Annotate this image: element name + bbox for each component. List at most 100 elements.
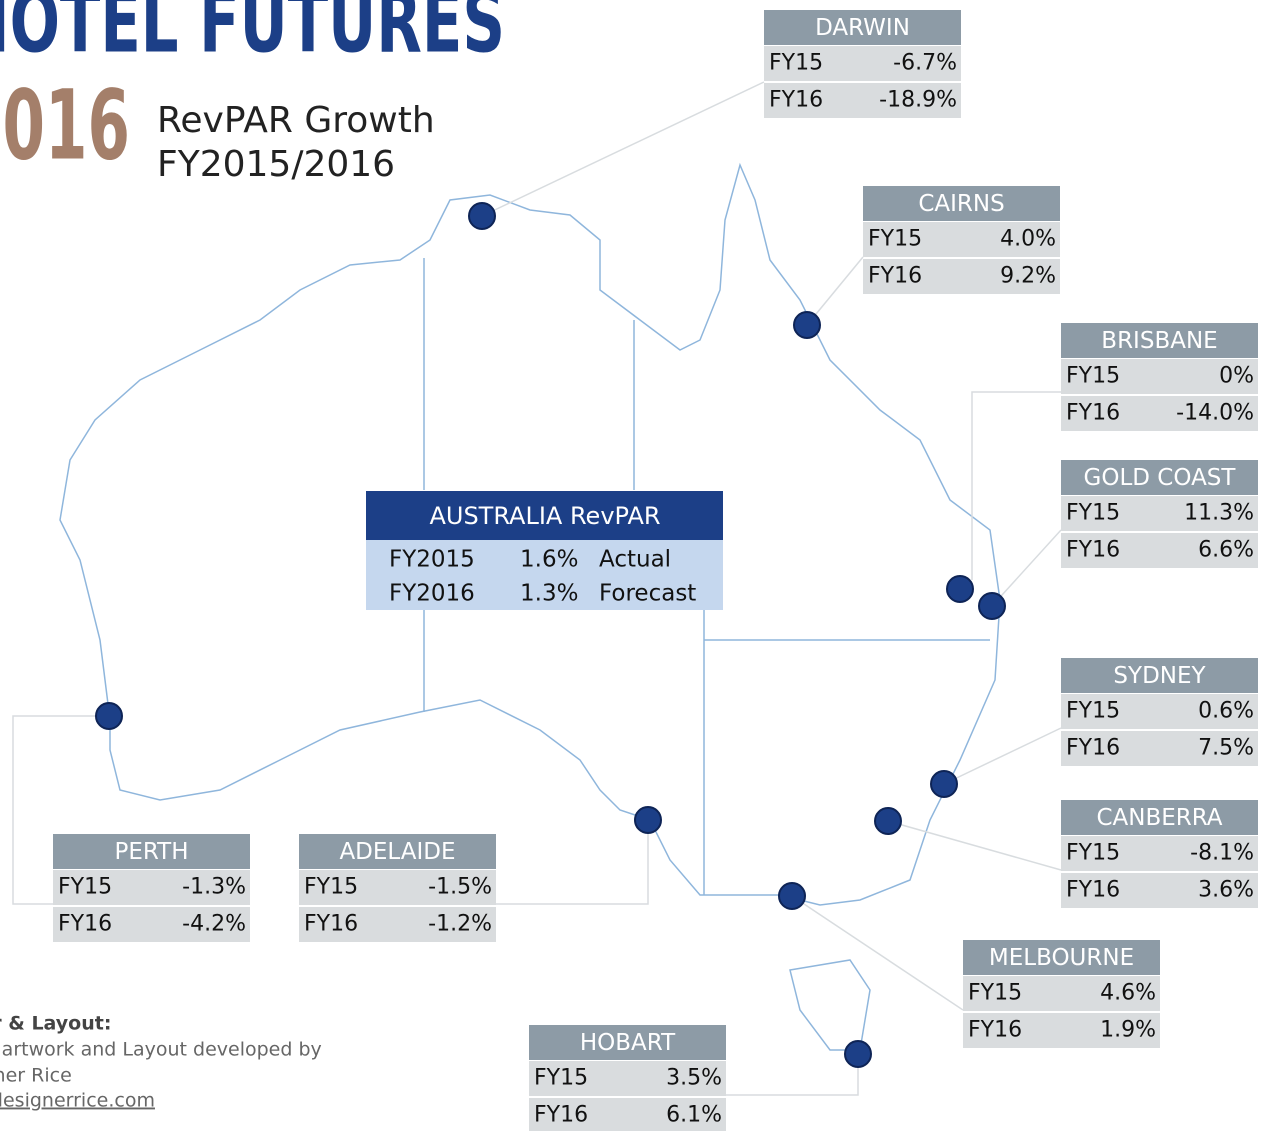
row-value: 6.1% <box>666 1103 722 1128</box>
national-cell: Actual <box>599 547 671 573</box>
national-cell: Forecast <box>599 581 696 607</box>
row-label: FY15 <box>58 875 112 900</box>
city-dot <box>946 575 974 603</box>
city-name: HOBART <box>580 1030 676 1056</box>
tasmania-outline <box>789 959 871 1051</box>
city-dot <box>930 770 958 798</box>
row-value: -1.5% <box>428 875 492 900</box>
row-value: 7.5% <box>1198 736 1254 761</box>
leader-line <box>725 1054 859 1096</box>
city-row <box>299 907 496 942</box>
row-label: FY16 <box>769 88 823 113</box>
city-row <box>529 1098 726 1133</box>
row-label: FY15 <box>968 981 1022 1006</box>
city-name: BRISBANE <box>1101 328 1217 354</box>
national-title: AUSTRALIA RevPAR <box>429 502 660 530</box>
city-row <box>53 907 250 942</box>
city-name: SYDNEY <box>1113 663 1206 689</box>
row-label: FY16 <box>868 264 922 289</box>
credits-heading: Cover & Layout: <box>0 1013 111 1035</box>
national-cell: 1.6% <box>520 547 578 573</box>
city-row <box>1061 731 1258 766</box>
city-dot <box>874 807 902 835</box>
city-row <box>863 222 1060 257</box>
city-row <box>764 83 961 118</box>
city-header <box>299 834 496 869</box>
city-row <box>963 1013 1160 1048</box>
city-row <box>1061 836 1258 871</box>
row-label: FY15 <box>769 51 823 76</box>
city-header <box>1061 323 1258 358</box>
city-name: PERTH <box>114 839 188 865</box>
row-label: FY16 <box>1066 401 1120 426</box>
leader-line <box>806 256 864 326</box>
city-header <box>1061 658 1258 693</box>
row-label: FY16 <box>1066 736 1120 761</box>
row-label: FY16 <box>968 1018 1022 1043</box>
row-label: FY16 <box>534 1103 588 1128</box>
leader-line <box>887 820 1062 871</box>
row-label: FY15 <box>1066 501 1120 526</box>
row-label: FY15 <box>304 875 358 900</box>
city-name: ADELAIDE <box>339 839 455 865</box>
row-value: 0.6% <box>1198 699 1254 724</box>
period: FY2015/2016 <box>157 144 395 185</box>
city-name: GOLD COAST <box>1084 465 1237 491</box>
city-row <box>1061 694 1258 729</box>
row-value: -8.1% <box>1190 841 1254 866</box>
leader-line <box>991 529 1062 607</box>
city-row <box>1061 496 1258 531</box>
row-label: FY16 <box>1066 878 1120 903</box>
city-dot <box>634 806 662 834</box>
city-header <box>1061 800 1258 835</box>
city-row <box>529 1061 726 1096</box>
mainland-outline <box>59 162 1001 906</box>
subtitle: RevPAR Growth <box>157 100 435 141</box>
row-label: FY15 <box>1066 841 1120 866</box>
row-value: 9.2% <box>1000 264 1056 289</box>
city-dot <box>978 592 1006 620</box>
credits-line: Cover artwork and Layout developed by <box>0 1039 322 1061</box>
title: HOTEL FUTURES <box>0 0 505 72</box>
leader-line <box>971 391 1061 580</box>
national-body <box>366 540 723 610</box>
city-dot <box>778 882 806 910</box>
row-value: 3.5% <box>666 1066 722 1091</box>
city-name: CANBERRA <box>1096 805 1222 831</box>
row-label: FY16 <box>304 912 358 937</box>
city-row <box>299 870 496 905</box>
row-label: FY16 <box>1066 538 1120 563</box>
row-value: 1.9% <box>1100 1018 1156 1043</box>
leader-line <box>12 715 109 905</box>
city-dot <box>844 1040 872 1068</box>
leader-line <box>791 895 964 1011</box>
national-cell: FY2016 <box>389 581 475 607</box>
city-row <box>1061 873 1258 908</box>
leader-line <box>481 81 765 217</box>
row-value: 3.6% <box>1198 878 1254 903</box>
row-value: 11.3% <box>1184 501 1254 526</box>
row-value: 6.6% <box>1198 538 1254 563</box>
national-cell: 1.3% <box>520 581 578 607</box>
city-header <box>53 834 250 869</box>
city-row <box>1061 533 1258 568</box>
national-header <box>366 491 723 540</box>
row-label: FY16 <box>58 912 112 937</box>
city-header <box>963 940 1160 975</box>
city-name: MELBOURNE <box>989 945 1134 971</box>
city-dot <box>793 311 821 339</box>
row-value: 4.6% <box>1100 981 1156 1006</box>
map <box>59 162 1001 1051</box>
city-dot <box>95 702 123 730</box>
city-header <box>764 10 961 45</box>
credits-link[interactable]: www.designerrice.com <box>0 1090 155 1112</box>
state-borders <box>423 258 990 895</box>
row-value: -1.2% <box>428 912 492 937</box>
city-dot <box>468 202 496 230</box>
city-row <box>963 976 1160 1011</box>
city-header <box>863 186 1060 221</box>
row-value: -6.7% <box>893 51 957 76</box>
row-label: FY15 <box>1066 699 1120 724</box>
